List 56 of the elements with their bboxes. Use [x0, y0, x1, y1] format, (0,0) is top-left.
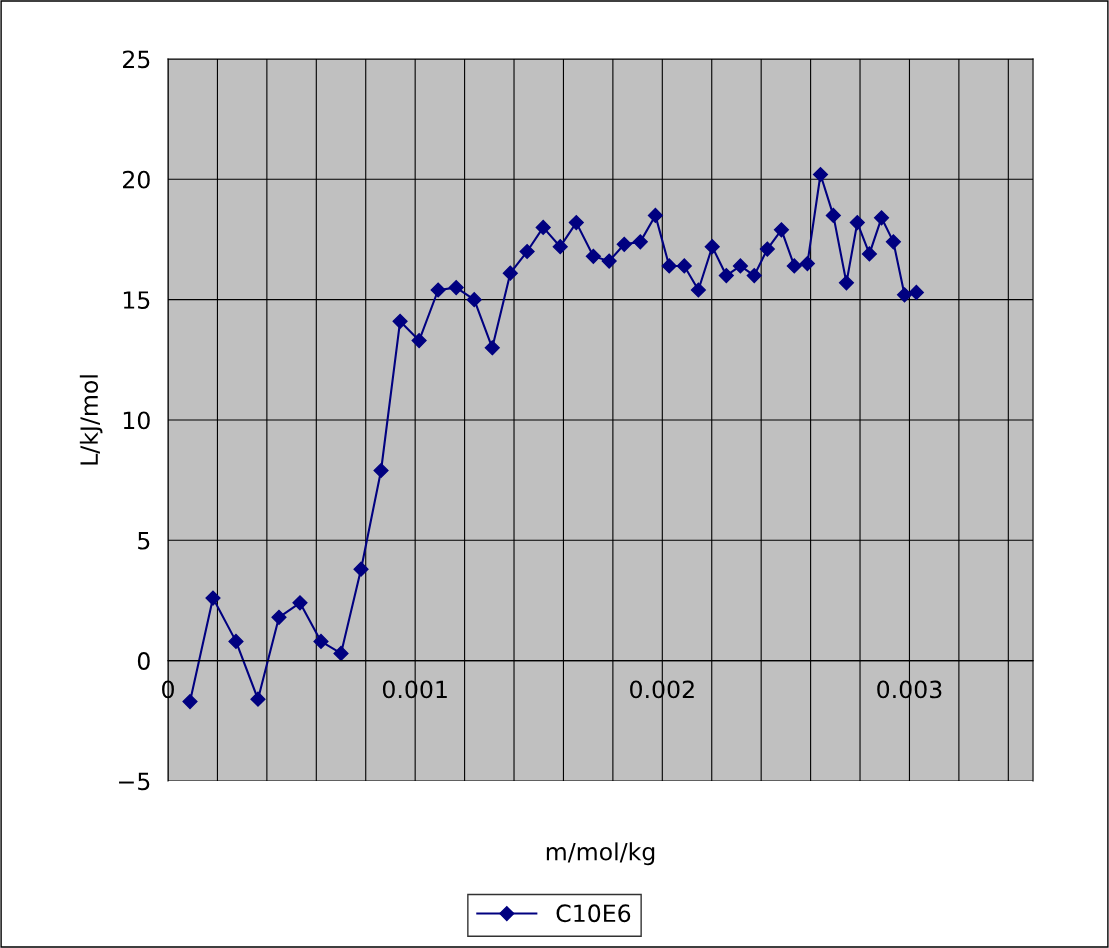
point — [812, 166, 829, 183]
point — [773, 222, 790, 238]
point — [704, 239, 720, 255]
point — [353, 561, 369, 577]
point — [873, 210, 890, 226]
point — [718, 267, 734, 284]
point — [333, 645, 349, 661]
point — [182, 693, 198, 710]
point — [746, 267, 762, 284]
y-axis-title: L/kJ/mol — [79, 375, 103, 465]
point — [799, 255, 815, 272]
point — [825, 207, 841, 223]
point — [690, 282, 706, 298]
point — [430, 282, 446, 298]
y-tick-label: −5 — [119, 772, 150, 791]
point — [759, 241, 775, 257]
point — [632, 234, 648, 250]
point — [502, 265, 518, 281]
point — [568, 215, 584, 231]
point — [908, 284, 924, 300]
point — [861, 246, 877, 262]
y-tick-label: 5 — [138, 532, 150, 550]
y-tick-label: 20 — [123, 170, 150, 189]
point — [484, 340, 500, 356]
point — [885, 234, 901, 250]
y-tick-label: 0 — [137, 652, 150, 670]
y-tick-label: 10 — [123, 411, 150, 430]
point — [601, 253, 617, 269]
point — [205, 590, 221, 606]
point — [552, 239, 568, 255]
point — [616, 236, 632, 252]
point — [228, 633, 244, 649]
point — [373, 462, 389, 479]
point — [896, 287, 913, 303]
point — [585, 248, 601, 264]
point — [786, 258, 802, 274]
point — [535, 219, 551, 236]
point — [661, 258, 677, 274]
point — [849, 215, 865, 231]
x-axis-title: m/mol/kg — [546, 842, 655, 866]
point — [448, 280, 464, 296]
y-tick-label: 15 — [123, 291, 150, 309]
point — [676, 258, 692, 274]
point — [313, 633, 329, 649]
point — [271, 609, 287, 625]
point — [392, 313, 408, 329]
point — [519, 243, 535, 260]
point — [838, 275, 855, 291]
point — [647, 207, 663, 223]
point — [292, 595, 308, 611]
legend-label: C10E6 — [556, 904, 631, 923]
point — [732, 258, 748, 274]
point — [411, 332, 427, 349]
point — [250, 691, 266, 707]
point — [466, 292, 482, 308]
y-tick-label: 25 — [123, 50, 150, 69]
